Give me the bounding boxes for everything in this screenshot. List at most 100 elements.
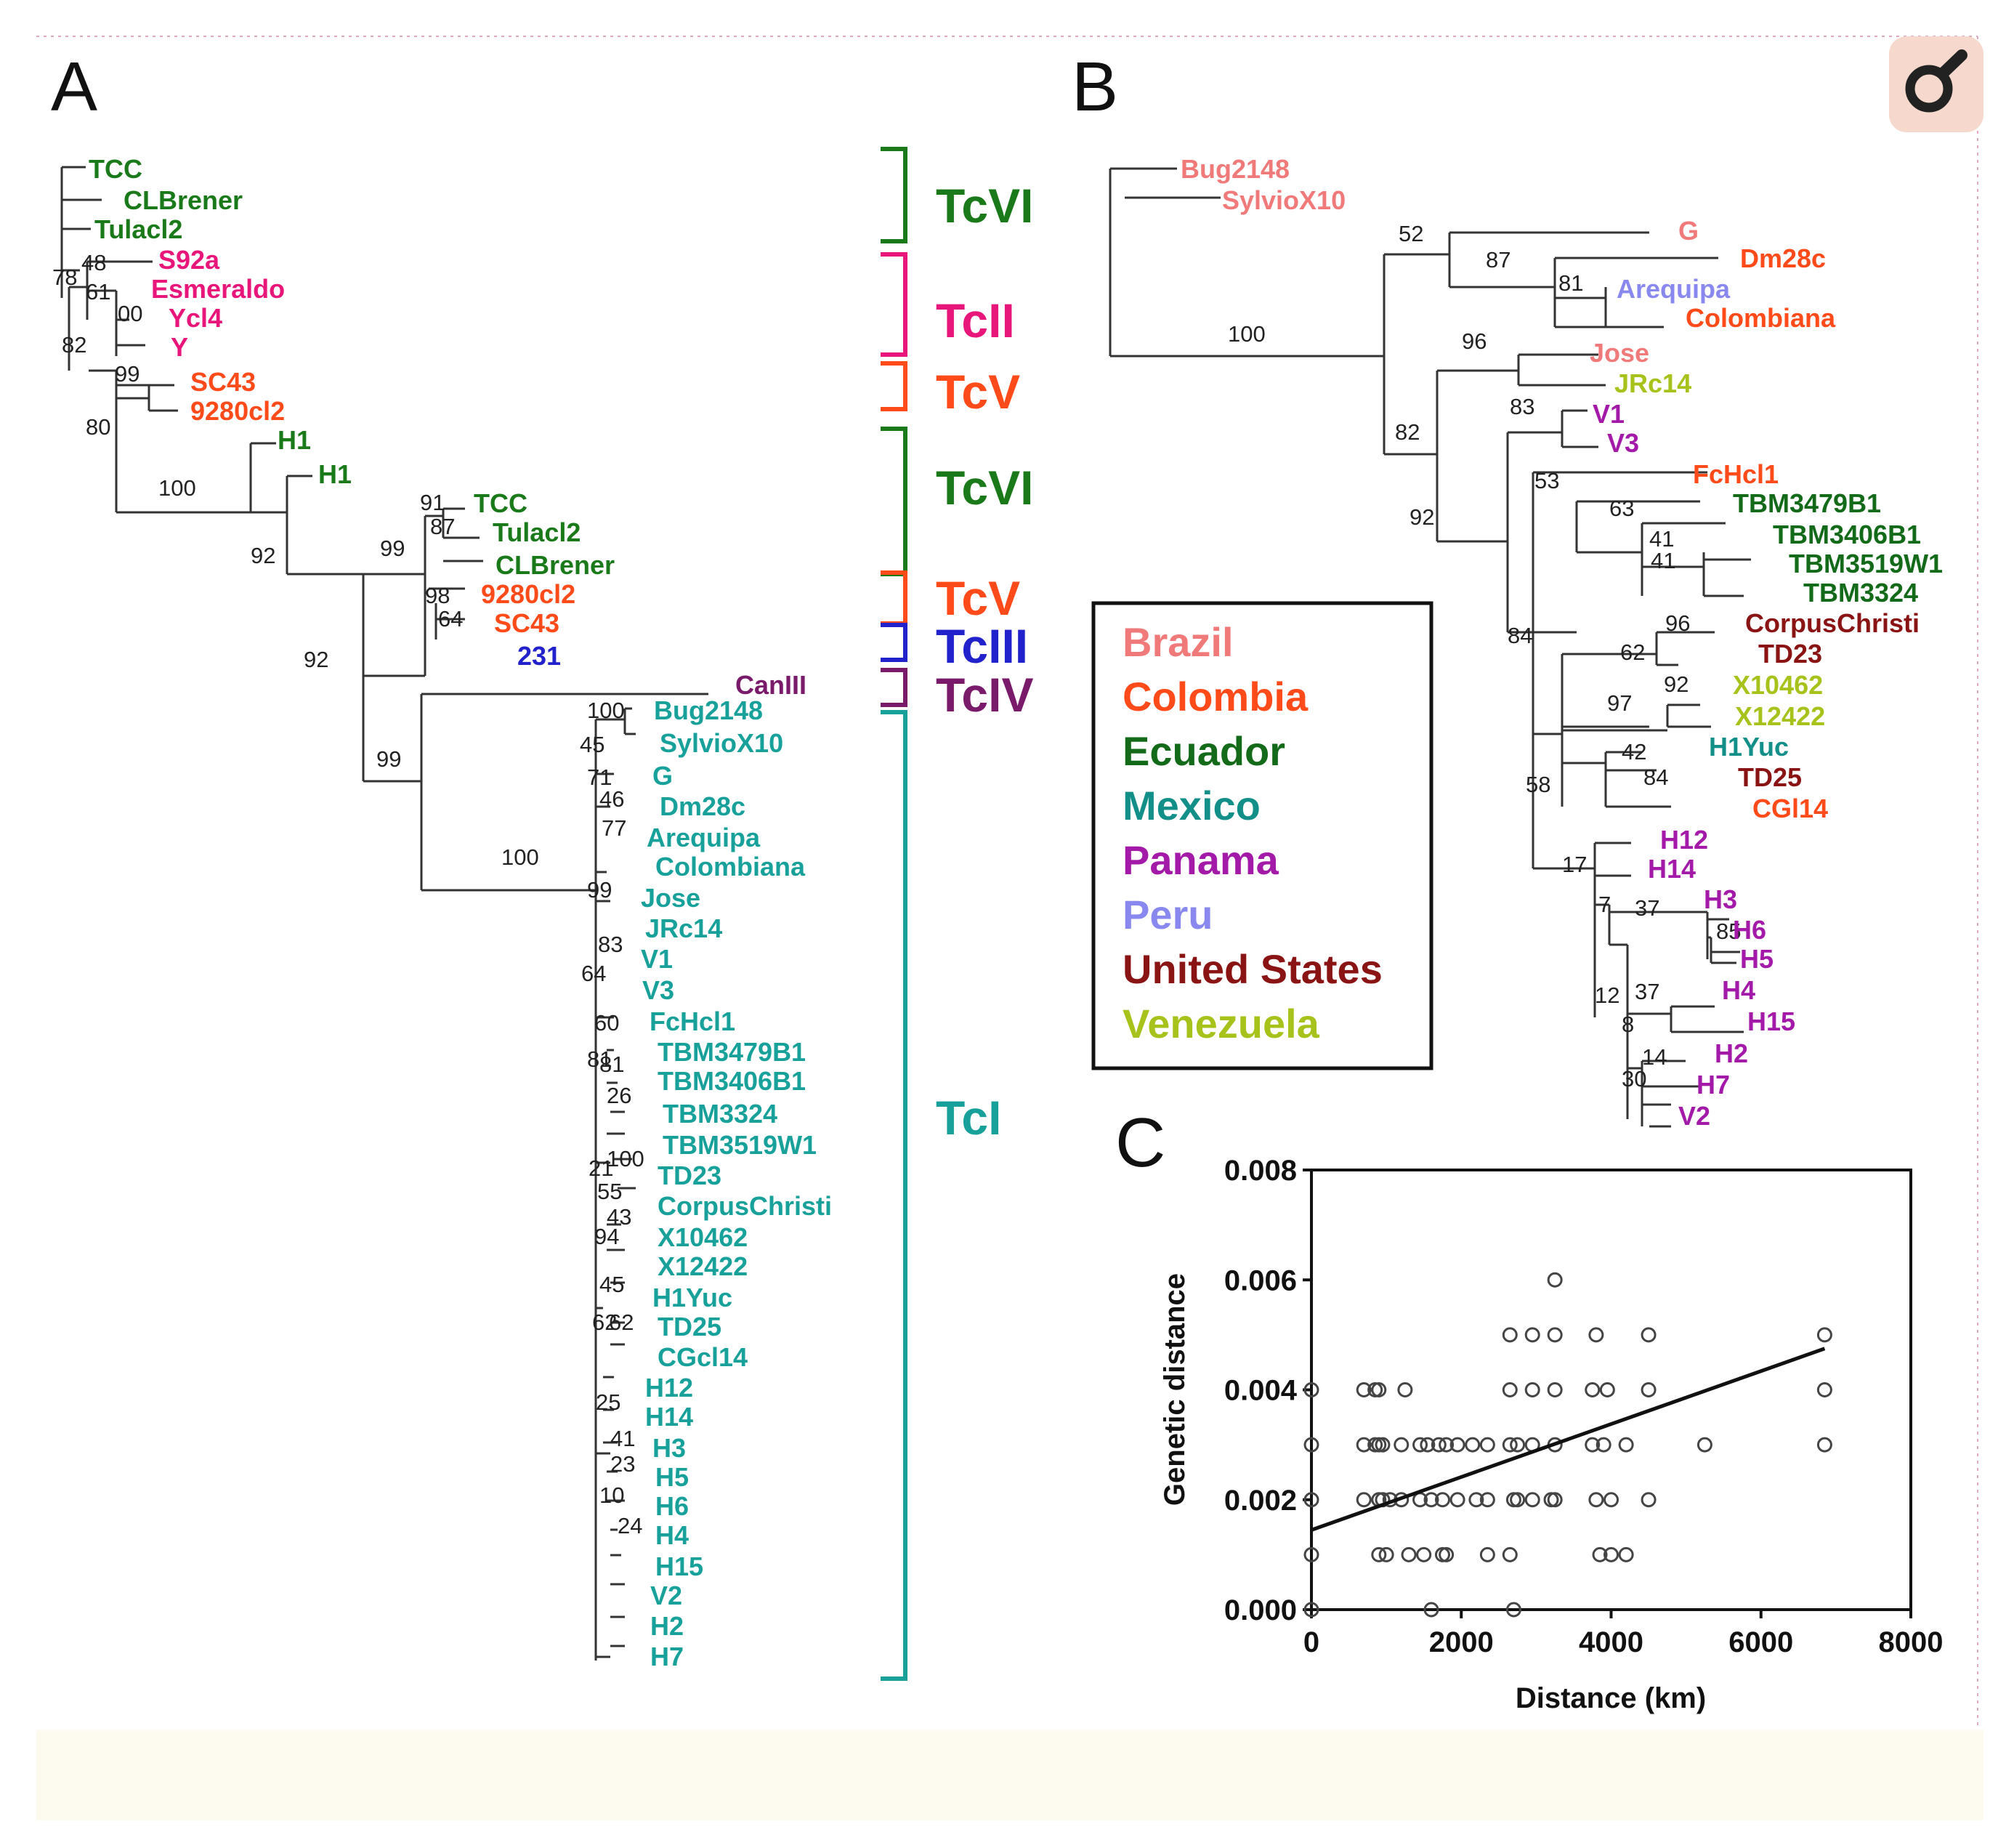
y-tick-label: 0.008	[1224, 1155, 1297, 1187]
tree-a-leaf: TD25	[658, 1312, 721, 1341]
group-bracket	[881, 252, 907, 357]
legend-item: Brazil	[1123, 619, 1234, 665]
tree-a-leaf: CLBrener	[496, 550, 615, 580]
legend-box	[1091, 601, 1433, 1070]
tree-b-bootstrap: 87	[1486, 247, 1510, 273]
x-tick-label: 6000	[1728, 1626, 1793, 1658]
tree-b-leaf: Jose	[1590, 338, 1649, 368]
scatter-point	[1439, 1437, 1455, 1453]
tree-a-leaf: V3	[642, 975, 674, 1005]
scatter-point	[1479, 1546, 1495, 1562]
tree-a-bootstrap: 41	[610, 1426, 635, 1451]
tree-b-bootstrap: 37	[1635, 895, 1659, 921]
tree-b-leaf: JRc14	[1614, 368, 1691, 398]
scatter-point	[1603, 1492, 1619, 1508]
tree-a-leaf: S92a	[158, 245, 220, 275]
tree-b-bootstrap: 58	[1526, 772, 1550, 797]
scatter-point	[1588, 1327, 1604, 1343]
x-tick-label: 2000	[1429, 1626, 1494, 1658]
tree-a-bootstrap: 23	[610, 1451, 635, 1477]
tree-a-leaf: SC43	[494, 608, 559, 638]
scatter-point	[1641, 1492, 1657, 1508]
tree-b-leaf: CGl14	[1752, 794, 1828, 823]
x-tick-label: 0	[1303, 1626, 1319, 1658]
tree-a-leaf: TBM3519W1	[663, 1130, 817, 1160]
y-tick-label: 0.004	[1224, 1375, 1298, 1407]
tree-a-leaf: TBM3479B1	[658, 1037, 806, 1067]
magnifier-icon[interactable]	[1889, 36, 1983, 132]
tree-b-bootstrap: 12	[1595, 982, 1619, 1008]
tree-b-leaf: V3	[1607, 428, 1639, 458]
tree-a-bootstrap: 64	[581, 961, 606, 986]
tree-b-leaf: Arequipa	[1617, 274, 1731, 304]
tree-b-bootstrap: 8	[1622, 1012, 1634, 1037]
tree-a-leaf: Dm28c	[660, 791, 745, 821]
scatter-point	[1397, 1382, 1413, 1397]
group-label: TcV	[936, 365, 1020, 419]
scatter-point	[1502, 1546, 1518, 1562]
scatter-point	[1356, 1437, 1372, 1453]
scatter-point	[1303, 1492, 1319, 1508]
tree-a-leaf: CLBrener	[124, 185, 243, 215]
tree-b-bootstrap: 63	[1609, 496, 1634, 521]
tree-b-leaf: SylvioX10	[1222, 185, 1346, 215]
tree-b-bootstrap: 97	[1607, 690, 1632, 716]
tree-b-bootstrap: 41	[1651, 548, 1675, 573]
tree-b-bootstrap: 30	[1622, 1066, 1646, 1092]
tree-b-leaf: Bug2148	[1181, 154, 1290, 184]
tree-a-bootstrap: 77	[602, 815, 626, 841]
tree-b-leaf: G	[1678, 216, 1699, 246]
tree-a-bootstrap: 100	[587, 698, 625, 723]
tree-a-leaf: TBM3324	[663, 1099, 777, 1129]
tree-a-leaf: Y	[171, 332, 188, 362]
tree-a-bootstrap: 62	[609, 1310, 634, 1335]
tree-a-leaf: Esmeraldo	[151, 274, 285, 304]
tree-a-leaf: V1	[641, 944, 673, 974]
legend-item: Colombia	[1123, 674, 1309, 719]
scatter-point	[1416, 1546, 1432, 1562]
tree-a-leaf: Tulacl2	[493, 517, 581, 547]
scatter-point	[1434, 1492, 1450, 1508]
scatter-point	[1423, 1492, 1439, 1508]
tree-b-leaf: H2	[1715, 1038, 1748, 1068]
tree-b-leaf: TBM3519W1	[1789, 549, 1943, 578]
scatter-point	[1479, 1492, 1495, 1508]
group-bracket	[881, 361, 907, 411]
data-points	[1303, 1272, 1832, 1618]
tree-a-bootstrap: 99	[587, 877, 612, 903]
tree-a-bootstrap: 45	[599, 1272, 624, 1297]
scatter-point	[1505, 1602, 1521, 1618]
scatter-point	[1420, 1437, 1436, 1453]
tree-a-leaf: 9280cl2	[190, 396, 285, 426]
tree-a-bootstrap: 21	[589, 1155, 613, 1181]
tree-a-leaf: 9280cl2	[481, 579, 575, 609]
tree-a-leaf: H5	[655, 1462, 689, 1492]
tree-b-bootstrap: 92	[1664, 671, 1689, 697]
tree-a-leaf: H15	[655, 1552, 703, 1581]
tree-a-leaf: H14	[645, 1402, 693, 1432]
scatter-point	[1524, 1382, 1540, 1397]
tree-a-leaf: JRc14	[645, 913, 722, 943]
tree-a-bootstrap: 99	[380, 536, 405, 561]
tree-b-bootstrap: 41	[1649, 526, 1674, 552]
legend-item: Peru	[1123, 892, 1213, 937]
tree-a-bootstrap: 24	[618, 1513, 642, 1538]
scatter-point	[1303, 1382, 1319, 1397]
scatter-point	[1356, 1382, 1372, 1397]
scatter-point	[1449, 1437, 1465, 1453]
tree-b-leaf: TD25	[1738, 762, 1802, 792]
footer-band	[36, 1730, 1983, 1820]
tree-b-bootstrap: 83	[1510, 394, 1534, 419]
tree-b-bootstrap: 84	[1508, 623, 1532, 648]
tree-a-leaf: CanIII	[735, 670, 806, 700]
legend-item: Ecuador	[1123, 728, 1285, 774]
tree-b-bootstrap: 42	[1622, 739, 1646, 764]
tree-b-bootstrap: 92	[1410, 504, 1434, 530]
scatter-point	[1585, 1382, 1601, 1397]
tree-b-bootstrap: 84	[1643, 764, 1668, 790]
tree-b-bootstrap: 81	[1558, 270, 1583, 296]
legend-item: Venezuela	[1123, 1001, 1320, 1046]
tree-a-bootstrap: 62	[592, 1310, 617, 1335]
x-axis-title: Distance (km)	[1516, 1682, 1706, 1714]
